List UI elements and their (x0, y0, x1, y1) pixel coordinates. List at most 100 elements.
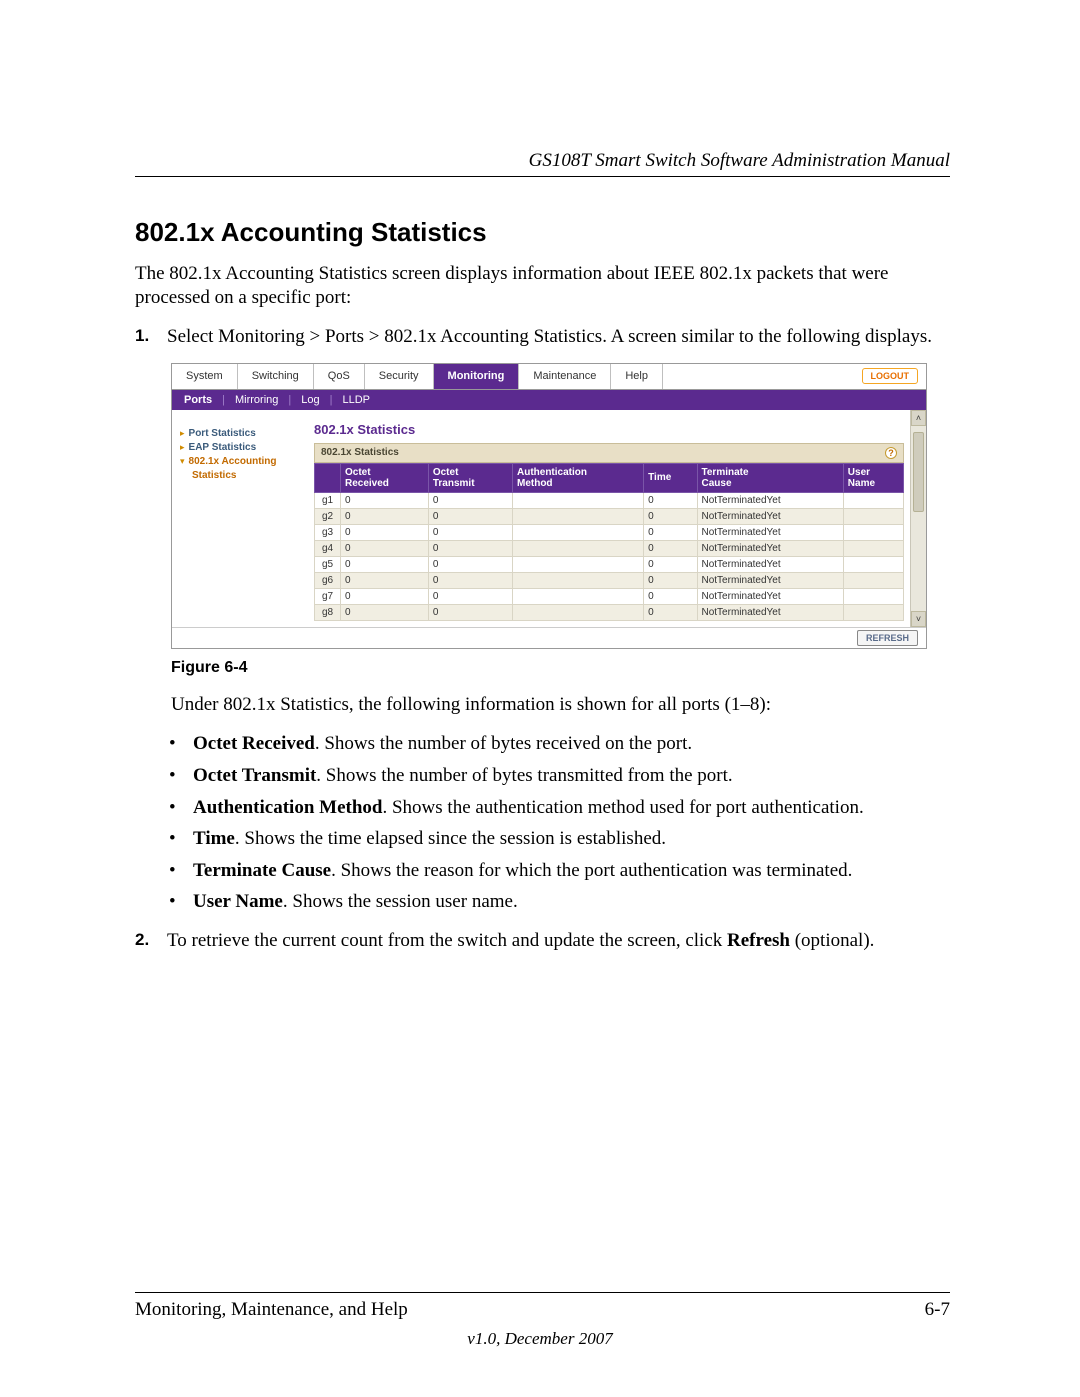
table-cell: 0 (428, 604, 512, 620)
table-cell: 0 (644, 540, 697, 556)
bullet-desc: . Shows the number of bytes received on … (315, 733, 692, 754)
scrollbar[interactable]: ˄ ˅ (910, 410, 926, 627)
scroll-up-icon[interactable]: ˄ (911, 410, 926, 426)
step-1-number: 1. (135, 325, 157, 349)
screenshot-figure: System Switching QoS Security Monitoring… (171, 363, 927, 649)
chevron-down-icon: ▾ (180, 456, 185, 467)
th-time: Time (644, 463, 697, 492)
step-2-number: 2. (135, 929, 157, 953)
tab-system[interactable]: System (172, 364, 238, 389)
logout-button[interactable]: LOGOUT (862, 368, 919, 384)
table-cell (843, 492, 903, 508)
table-cell: NotTerminatedYet (697, 604, 843, 620)
scroll-down-icon[interactable]: ˅ (911, 611, 926, 627)
step-2-pre: To retrieve the current count from the s… (167, 930, 727, 951)
bullet-term: Terminate Cause (193, 860, 331, 881)
bullet-desc: . Shows the number of bytes transmitted … (316, 765, 732, 786)
table-cell: 0 (428, 524, 512, 540)
main-title: 802.1x Statistics (314, 422, 904, 437)
tab-qos[interactable]: QoS (314, 364, 365, 389)
table-cell: NotTerminatedYet (697, 588, 843, 604)
table-cell: g2 (315, 508, 341, 524)
chevron-icon: ▸ (180, 428, 185, 439)
chevron-icon: ▸ (180, 442, 185, 453)
subtab-ports[interactable]: Ports (182, 394, 214, 406)
sidebar-item-port-statistics[interactable]: ▸ Port Statistics (180, 428, 314, 439)
action-bar: REFRESH (172, 627, 926, 648)
subtab-sep: | (328, 394, 335, 406)
table-cell: NotTerminatedYet (697, 556, 843, 572)
bullet-term: Octet Transmit (193, 765, 316, 786)
sidebar-item-eap-statistics[interactable]: ▸ EAP Statistics (180, 442, 314, 453)
table-cell: 0 (428, 492, 512, 508)
field-description-list: Octet Received. Shows the number of byte… (169, 731, 950, 915)
table-cell: g7 (315, 588, 341, 604)
table-row: g3000NotTerminatedYet (315, 524, 904, 540)
table-row: g1000NotTerminatedYet (315, 492, 904, 508)
table-cell (512, 556, 643, 572)
table-cell (843, 540, 903, 556)
table-cell: g5 (315, 556, 341, 572)
table-cell: NotTerminatedYet (697, 492, 843, 508)
table-cell: 0 (644, 604, 697, 620)
table-cell: 0 (341, 588, 429, 604)
tab-monitoring[interactable]: Monitoring (434, 364, 520, 389)
tab-switching[interactable]: Switching (238, 364, 314, 389)
table-cell: NotTerminatedYet (697, 540, 843, 556)
app-body: ▸ Port Statistics ▸ EAP Statistics ▾ 802… (172, 410, 926, 627)
table-cell (843, 604, 903, 620)
list-item: Authentication Method. Shows the authent… (169, 795, 950, 821)
scroll-thumb[interactable] (913, 432, 924, 512)
table-cell: 0 (644, 492, 697, 508)
table-cell: g3 (315, 524, 341, 540)
panel-header: 802.1x Statistics ? (314, 443, 904, 463)
app-window: System Switching QoS Security Monitoring… (171, 363, 927, 649)
subtab-lldp[interactable]: LLDP (340, 394, 372, 406)
refresh-button[interactable]: REFRESH (857, 630, 918, 646)
footer-left: Monitoring, Maintenance, and Help (135, 1299, 408, 1321)
table-cell: 0 (428, 540, 512, 556)
tab-security[interactable]: Security (365, 364, 434, 389)
table-cell (512, 508, 643, 524)
step-2-text: To retrieve the current count from the s… (167, 929, 950, 953)
subtab-log[interactable]: Log (299, 394, 321, 406)
main-tabbar: System Switching QoS Security Monitoring… (172, 364, 926, 390)
table-cell: 0 (428, 588, 512, 604)
table-cell: 0 (341, 492, 429, 508)
bullet-desc: . Shows the reason for which the port au… (331, 860, 852, 881)
sidebar-item-8021x-accounting[interactable]: ▾ 802.1x Accounting (180, 456, 314, 467)
tab-help[interactable]: Help (611, 364, 663, 389)
subtab-sep: | (220, 394, 227, 406)
tab-maintenance[interactable]: Maintenance (519, 364, 611, 389)
step-2-bold: Refresh (727, 930, 790, 951)
table-row: g2000NotTerminatedYet (315, 508, 904, 524)
table-cell: 0 (341, 604, 429, 620)
table-cell: g8 (315, 604, 341, 620)
help-icon[interactable]: ? (885, 447, 897, 459)
subtab-sep: | (286, 394, 293, 406)
page-footer: Monitoring, Maintenance, and Help 6-7 (135, 1292, 950, 1321)
sidebar: ▸ Port Statistics ▸ EAP Statistics ▾ 802… (180, 422, 314, 621)
th-terminate-cause: TerminateCause (697, 463, 843, 492)
step-1: 1. Select Monitoring > Ports > 802.1x Ac… (135, 325, 950, 349)
table-cell: 0 (341, 556, 429, 572)
table-cell: 0 (341, 508, 429, 524)
table-cell: 0 (644, 572, 697, 588)
list-item: Terminate Cause. Shows the reason for wh… (169, 858, 950, 884)
subtab-mirroring[interactable]: Mirroring (233, 394, 280, 406)
sidebar-label: 802.1x Accounting (189, 456, 277, 467)
section-heading: 802.1x Accounting Statistics (135, 217, 950, 248)
bullet-term: User Name (193, 891, 283, 912)
sidebar-label: Port Statistics (189, 428, 256, 439)
table-row: g8000NotTerminatedYet (315, 604, 904, 620)
table-cell: 0 (644, 508, 697, 524)
table-header-row: OctetReceived OctetTransmit Authenticati… (315, 463, 904, 492)
table-cell (512, 572, 643, 588)
table-cell: g4 (315, 540, 341, 556)
table-cell: 0 (428, 556, 512, 572)
sidebar-subitem-statistics[interactable]: Statistics (192, 470, 314, 481)
tabbar-spacer (663, 364, 862, 389)
figure-label: Figure 6-4 (171, 659, 950, 677)
table-row: g4000NotTerminatedYet (315, 540, 904, 556)
table-cell (512, 524, 643, 540)
